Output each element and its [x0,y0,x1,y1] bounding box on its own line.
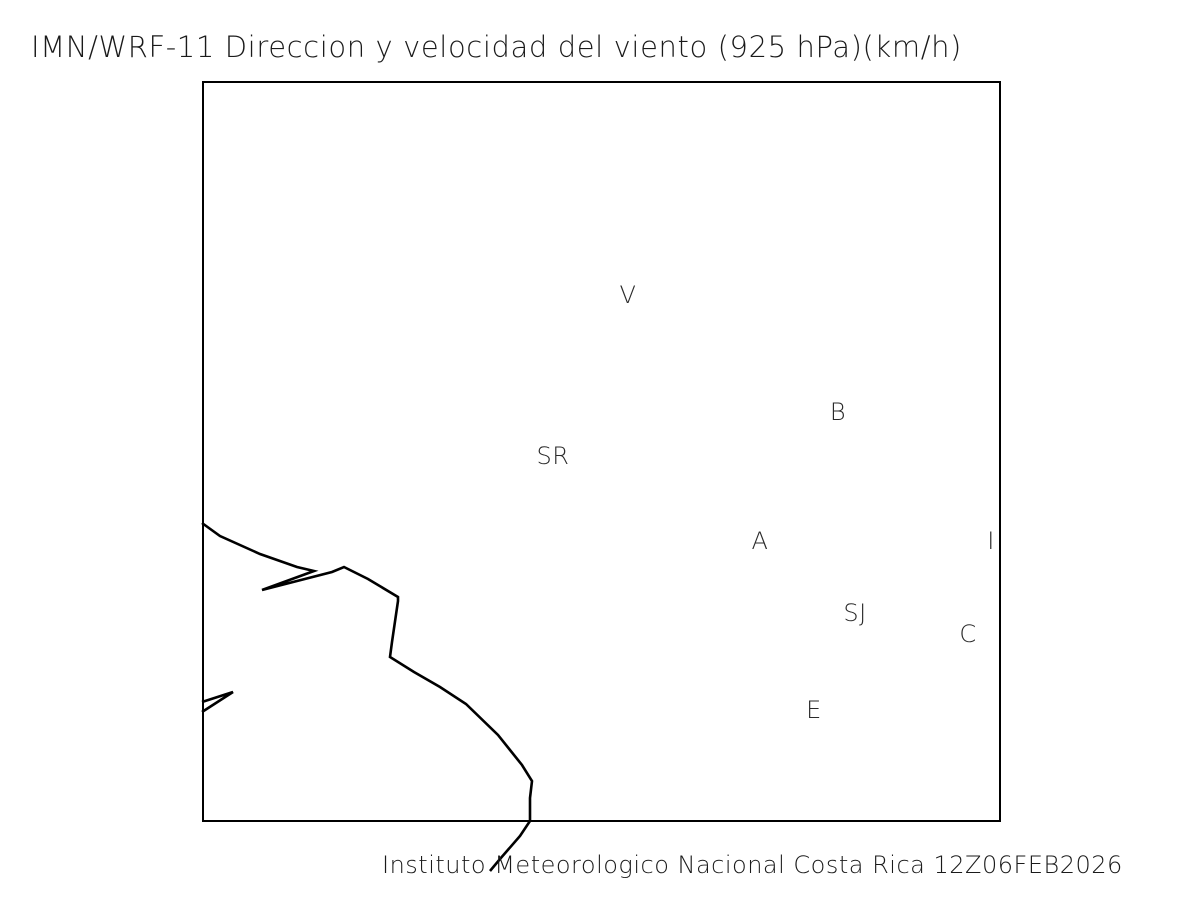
station-label-a: A [751,527,769,555]
map-plot-area: V B SR A I SJ C E [201,81,1001,872]
coastline-pacific-main [201,521,534,872]
station-label-b: B [829,398,847,426]
station-label-i: I [987,527,995,555]
footer-attribution: Instituto Meteorologico Nacional Costa R… [382,851,1123,879]
station-label-v: V [619,281,637,309]
station-label-sj: SJ [843,599,867,627]
station-label-e: E [806,696,822,724]
coastline-layer [201,521,534,872]
station-label-c: C [959,620,977,648]
station-label-sr: SR [536,442,570,470]
map-frame-border [202,81,1001,822]
coastline-southern-inlet [201,690,234,714]
page-title: IMN/WRF-11 Direccion y velocidad del vie… [31,30,962,64]
